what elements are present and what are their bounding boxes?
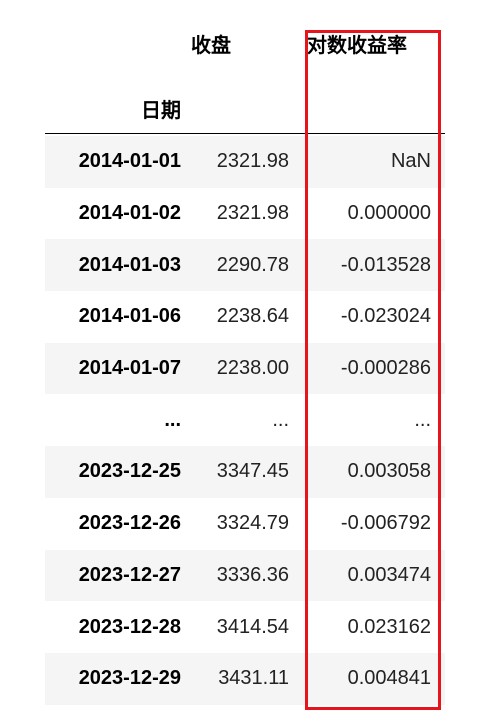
row-log-return: 0.000000 — [347, 202, 431, 225]
row-close: 2290.78 — [216, 253, 289, 276]
row-date: 2014-01-06 — [78, 305, 181, 328]
row-date: 2023-12-27 — [78, 563, 181, 586]
row-log-return: -0.000286 — [340, 357, 431, 380]
row-log-return: ... — [414, 408, 431, 431]
table-row: 2014-01-07 2238.00 -0.000286 — [45, 342, 445, 395]
row-date: 2023-12-28 — [78, 615, 181, 638]
row-close: 2321.98 — [216, 150, 289, 173]
table-row: 2023-12-28 3414.54 0.023162 — [45, 601, 445, 653]
table-row: 2014-01-02 2321.98 0.000000 — [45, 188, 445, 240]
row-date: 2023-12-29 — [78, 667, 181, 690]
row-close: 3414.54 — [216, 615, 289, 638]
table-row-ellipsis: ... ... ... — [45, 394, 445, 446]
table-row: 2023-12-25 3347.45 0.003058 — [45, 446, 445, 498]
row-date: 2014-01-01 — [78, 150, 181, 173]
index-header-date: 日期 — [141, 100, 181, 122]
row-log-return: -0.023024 — [340, 305, 431, 328]
row-log-return: NaN — [390, 150, 431, 173]
row-date: 2014-01-02 — [78, 202, 181, 225]
row-close: ... — [272, 408, 289, 431]
row-close: 3336.36 — [216, 563, 289, 586]
row-log-return: 0.023162 — [347, 615, 431, 638]
column-header-row: 收盘 对数收益率 — [45, 18, 445, 74]
row-log-return: 0.003474 — [347, 563, 431, 586]
row-close: 2321.98 — [216, 202, 289, 225]
row-log-return: 0.003058 — [347, 460, 431, 483]
dataframe-table: 收盘 对数收益率 日期 2014-01-01 2321.98 NaN 2014-… — [45, 0, 445, 705]
header-divider — [45, 133, 445, 134]
index-header-row: 日期 — [45, 72, 445, 150]
row-log-return: 0.004841 — [347, 667, 431, 690]
row-close: 3431.11 — [218, 667, 289, 690]
row-close: 3347.45 — [216, 460, 289, 483]
table-row: 2014-01-06 2238.64 -0.023024 — [45, 291, 445, 343]
table-row: 2023-12-26 3324.79 -0.006792 — [45, 498, 445, 550]
table-row: 2014-01-01 2321.98 NaN — [45, 136, 445, 188]
row-close: 2238.00 — [216, 357, 289, 380]
column-header-log-return: 对数收益率 — [307, 35, 407, 57]
row-date: ... — [164, 408, 181, 431]
row-close: 2238.64 — [216, 305, 289, 328]
row-log-return: -0.006792 — [340, 512, 431, 535]
table-row: 2023-12-27 3336.36 0.003474 — [45, 549, 445, 602]
row-log-return: -0.013528 — [340, 253, 431, 276]
column-header-close: 收盘 — [191, 35, 231, 57]
row-date: 2014-01-07 — [78, 357, 181, 380]
row-date: 2014-01-03 — [78, 253, 181, 276]
table-body: 2014-01-01 2321.98 NaN 2014-01-02 2321.9… — [45, 136, 445, 705]
table-row: 2014-01-03 2290.78 -0.013528 — [45, 239, 445, 292]
table-row: 2023-12-29 3431.11 0.004841 — [45, 652, 445, 705]
row-date: 2023-12-25 — [78, 460, 181, 483]
row-date: 2023-12-26 — [78, 512, 181, 535]
row-close: 3324.79 — [216, 512, 289, 535]
